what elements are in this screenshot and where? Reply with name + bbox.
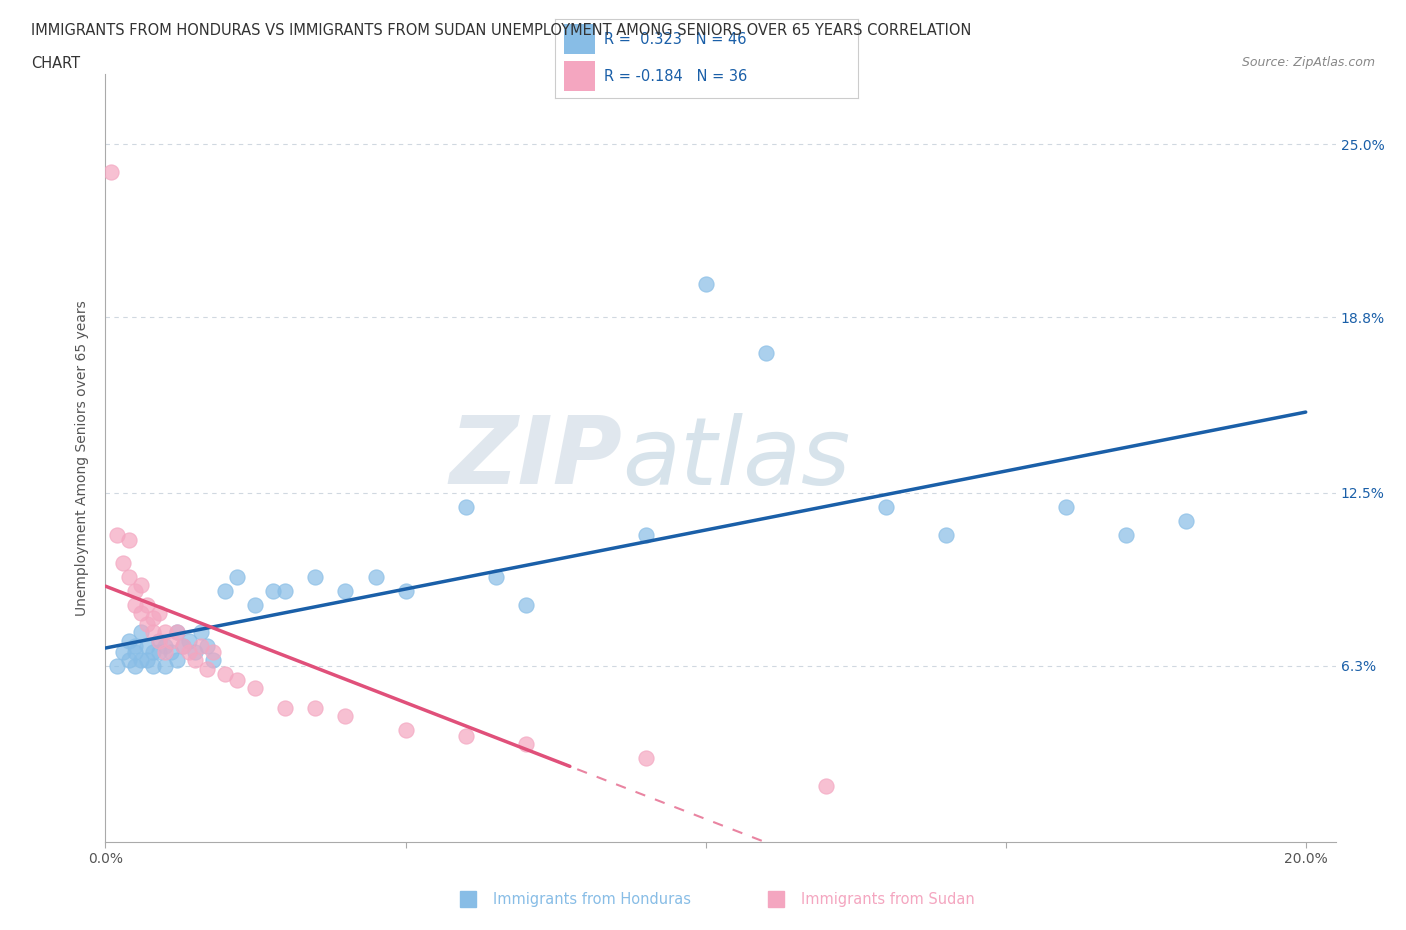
Point [118, 653, 141, 668]
Point [484, 569, 506, 584]
Point [124, 644, 146, 659]
Text: Immigrants from Honduras: Immigrants from Honduras [494, 892, 690, 907]
Point [142, 644, 165, 659]
Point [1174, 513, 1197, 528]
Point [155, 639, 177, 654]
Point [274, 583, 297, 598]
Text: R = -0.184   N = 36: R = -0.184 N = 36 [603, 69, 747, 84]
Point [155, 625, 177, 640]
Point [136, 639, 159, 654]
Point [197, 639, 219, 654]
Point [454, 728, 477, 743]
Point [184, 653, 207, 668]
Point [190, 639, 212, 654]
Bar [564, 24, 595, 54]
Point [179, 633, 201, 648]
Point [274, 700, 297, 715]
Point [634, 527, 657, 542]
Point [148, 633, 170, 648]
Point [172, 639, 194, 654]
Point [335, 583, 357, 598]
Point [755, 346, 778, 361]
Point [515, 737, 537, 751]
Point [142, 658, 165, 673]
Point [245, 681, 267, 696]
Point [335, 709, 357, 724]
Point [160, 633, 183, 648]
Point [172, 639, 194, 654]
Point [184, 644, 207, 659]
Point [202, 644, 225, 659]
Point [634, 751, 657, 765]
Point [142, 611, 165, 626]
Point [100, 165, 122, 179]
Point [124, 639, 146, 654]
Point [112, 555, 135, 570]
Point [304, 700, 326, 715]
Point [142, 625, 165, 640]
Point [131, 605, 153, 620]
Point [155, 644, 177, 659]
Point [263, 583, 285, 598]
Point [394, 723, 416, 737]
Point [148, 644, 170, 659]
Text: ZIP: ZIP [450, 412, 621, 504]
Text: Source: ZipAtlas.com: Source: ZipAtlas.com [1241, 56, 1375, 69]
Point [136, 653, 159, 668]
Point [814, 778, 837, 793]
Point [245, 597, 267, 612]
Text: IMMIGRANTS FROM HONDURAS VS IMMIGRANTS FROM SUDAN UNEMPLOYMENT AMONG SENIORS OVE: IMMIGRANTS FROM HONDURAS VS IMMIGRANTS F… [31, 23, 972, 38]
Point [118, 569, 141, 584]
Text: R =  0.323   N = 46: R = 0.323 N = 46 [603, 32, 747, 46]
Point [131, 578, 153, 592]
Point [364, 569, 387, 584]
Point [107, 658, 129, 673]
Point [197, 661, 219, 676]
Text: CHART: CHART [31, 56, 80, 71]
Point [112, 644, 135, 659]
Point [160, 644, 183, 659]
Point [107, 527, 129, 542]
Point [166, 625, 188, 640]
Point [124, 597, 146, 612]
Point [155, 658, 177, 673]
Point [124, 583, 146, 598]
Point [202, 653, 225, 668]
Text: atlas: atlas [621, 413, 851, 503]
Point [118, 633, 141, 648]
Point [394, 583, 416, 598]
Bar [564, 61, 595, 91]
Point [148, 605, 170, 620]
Text: Immigrants from Sudan: Immigrants from Sudan [800, 892, 974, 907]
Point [695, 276, 717, 291]
Point [136, 617, 159, 631]
Point [148, 633, 170, 648]
Point [136, 597, 159, 612]
Y-axis label: Unemployment Among Seniors over 65 years: Unemployment Among Seniors over 65 years [76, 300, 90, 616]
Point [166, 625, 188, 640]
Point [179, 644, 201, 659]
Point [190, 625, 212, 640]
Point [226, 569, 249, 584]
Point [131, 625, 153, 640]
Point [124, 658, 146, 673]
Point [131, 653, 153, 668]
Point [1054, 499, 1077, 514]
Point [304, 569, 326, 584]
Point [214, 667, 236, 682]
Point [875, 499, 897, 514]
Point [214, 583, 236, 598]
Point [454, 499, 477, 514]
Point [226, 672, 249, 687]
Point [515, 597, 537, 612]
Point [118, 533, 141, 548]
Point [166, 653, 188, 668]
Point [935, 527, 957, 542]
Point [1115, 527, 1137, 542]
